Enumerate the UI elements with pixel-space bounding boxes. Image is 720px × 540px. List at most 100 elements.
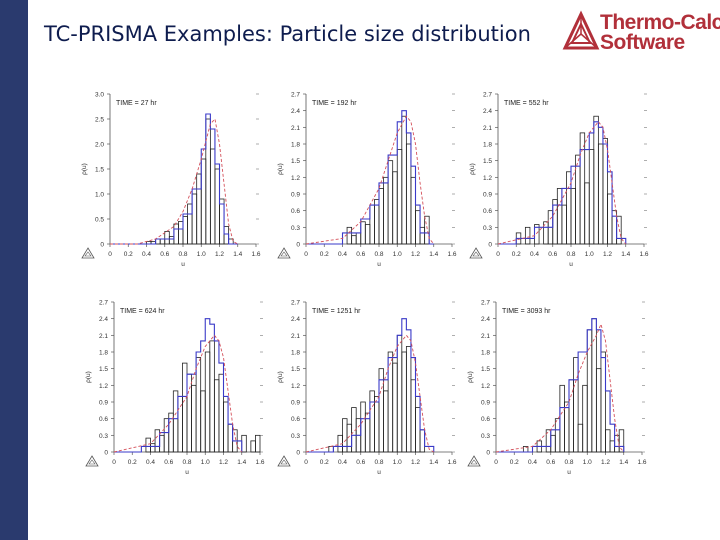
x-axis-label: u bbox=[569, 261, 573, 268]
histogram-bar bbox=[213, 379, 220, 453]
time-annotation: TIME = 3093 hr bbox=[502, 308, 551, 315]
histogram-bar bbox=[415, 407, 421, 453]
y-tick-label: 1.2 bbox=[291, 175, 300, 182]
triangle-logo-icon-inner bbox=[84, 251, 92, 257]
y-tick-label: 0.3 bbox=[291, 433, 300, 440]
histogram-bar bbox=[205, 118, 211, 245]
histogram-bar bbox=[150, 443, 156, 453]
y-tick-label: 0.9 bbox=[483, 192, 492, 199]
histogram-bar bbox=[191, 384, 197, 453]
x-tick-label: 0.8 bbox=[564, 459, 573, 466]
y-tick-label: 0 bbox=[296, 450, 300, 457]
x-tick-label: 1.4 bbox=[429, 251, 438, 258]
histogram-bar bbox=[164, 231, 170, 245]
histogram-bar bbox=[159, 434, 165, 453]
y-tick-label: 2.4 bbox=[291, 108, 300, 115]
x-tick-label: 1.0 bbox=[585, 251, 594, 258]
x-axis-label: u bbox=[185, 469, 189, 476]
histogram-bar bbox=[419, 226, 426, 245]
histogram-bar bbox=[584, 182, 590, 245]
histogram-bar bbox=[577, 423, 584, 453]
histogram-bar bbox=[419, 429, 426, 453]
histogram-bar bbox=[573, 357, 579, 453]
histogram-bar bbox=[369, 390, 375, 453]
histogram-bar bbox=[250, 440, 256, 453]
y-tick-label: 1.8 bbox=[481, 350, 490, 357]
y-tick-label: 0.3 bbox=[291, 225, 300, 232]
y-tick-label: 1.2 bbox=[291, 383, 300, 390]
histogram-bar bbox=[602, 138, 608, 245]
histogram-bar bbox=[387, 160, 394, 245]
x-tick-label: 0.2 bbox=[128, 459, 137, 466]
histogram-bar bbox=[383, 176, 389, 245]
x-tick-label: 1.6 bbox=[251, 251, 260, 258]
distribution-panel-3: 0 0.3 0.6 0.9 1.2 1.5 1.8 2.1 2.4 2.7 0 0.2 0.4 0.6 0.… bbox=[462, 88, 662, 278]
histogram-bar bbox=[219, 198, 225, 245]
x-tick-label: 1.2 bbox=[219, 459, 228, 466]
histogram-bar bbox=[410, 176, 416, 245]
time-annotation: TIME = 624 hr bbox=[120, 308, 165, 315]
histogram-bar bbox=[401, 115, 407, 245]
x-tick-label: 0.8 bbox=[182, 459, 191, 466]
x-tick-label: 0 bbox=[494, 459, 498, 466]
histogram-bar bbox=[383, 390, 389, 453]
y-tick-label: 1.2 bbox=[483, 175, 492, 182]
x-tick-label: 0.6 bbox=[548, 251, 557, 258]
y-tick-label: 0.6 bbox=[291, 208, 300, 215]
y-tick-label: 1.2 bbox=[99, 383, 108, 390]
triangle-logo-icon bbox=[81, 247, 95, 259]
series-line-model bbox=[114, 318, 243, 453]
histogram-bar bbox=[163, 418, 170, 453]
y-tick-label: 2.4 bbox=[481, 316, 490, 323]
slide-sidebar-stripe bbox=[0, 0, 28, 540]
x-tick-label: 1.6 bbox=[447, 251, 456, 258]
x-tick-label: 1.4 bbox=[619, 459, 628, 466]
x-tick-label: 1.0 bbox=[583, 459, 592, 466]
series-line-fit bbox=[305, 334, 434, 453]
histogram-bar bbox=[191, 193, 198, 245]
histogram-bar bbox=[396, 149, 403, 245]
y-tick-label: 3.0 bbox=[95, 92, 104, 99]
histogram-bar bbox=[241, 434, 247, 453]
chart-svg: 0 0.3 0.6 0.9 1.2 1.5 1.8 2.1 2.4 2.7 0 0.2 0.4 0.6 0.… bbox=[277, 300, 457, 477]
histogram-bar bbox=[155, 238, 161, 245]
x-tick-label: 0 bbox=[304, 459, 308, 466]
histogram-bar bbox=[195, 357, 202, 453]
histogram-bar bbox=[186, 373, 192, 453]
x-tick-label: 0.6 bbox=[546, 459, 555, 466]
x-tick-label: 0.2 bbox=[512, 251, 521, 258]
histogram-bar bbox=[154, 429, 161, 453]
x-tick-label: 0 bbox=[496, 251, 500, 258]
x-tick-label: 0.4 bbox=[146, 459, 155, 466]
histogram-bar bbox=[595, 368, 602, 453]
histogram-bar bbox=[524, 226, 531, 245]
chart-svg: 0 0.3 0.6 0.9 1.2 1.5 1.8 2.1 2.4 2.7 0 0.2 0.4 0.6 0.… bbox=[85, 300, 265, 477]
y-tick-label: 1.5 bbox=[95, 167, 104, 174]
histogram-bar bbox=[424, 215, 430, 245]
y-axis-label: ρ(u) bbox=[469, 163, 476, 175]
x-tick-label: 0.8 bbox=[566, 251, 575, 258]
x-tick-label: 0.2 bbox=[124, 251, 133, 258]
histogram-bar bbox=[182, 216, 188, 245]
histogram-bar bbox=[566, 171, 572, 245]
histogram-bar bbox=[561, 204, 567, 245]
y-tick-label: 1.5 bbox=[291, 366, 300, 373]
y-tick-label: 0.9 bbox=[291, 400, 300, 407]
distribution-panel-4: 0 0.3 0.6 0.9 1.2 1.5 1.8 2.1 2.4 2.7 0 0.2 0.4 0.6 0.… bbox=[78, 296, 278, 486]
triangle-logo-icon bbox=[469, 247, 483, 259]
y-tick-label: 2.4 bbox=[99, 316, 108, 323]
y-axis-label: ρ(u) bbox=[467, 371, 474, 383]
y-tick-label: 1.5 bbox=[483, 158, 492, 165]
y-tick-label: 2.7 bbox=[291, 92, 300, 99]
histogram-bar bbox=[554, 418, 561, 453]
histogram-bar bbox=[369, 204, 375, 245]
y-tick-label: 1.5 bbox=[481, 366, 490, 373]
series-line-fit bbox=[113, 334, 243, 453]
x-tick-label: 1.6 bbox=[639, 251, 648, 258]
x-tick-label: 1.0 bbox=[393, 251, 402, 258]
triangle-logo-icon bbox=[562, 10, 600, 50]
x-tick-label: 1.0 bbox=[201, 459, 210, 466]
time-annotation: TIME = 1251 hr bbox=[312, 308, 361, 315]
x-tick-label: 1.6 bbox=[447, 459, 456, 466]
histogram-bar bbox=[550, 434, 556, 453]
